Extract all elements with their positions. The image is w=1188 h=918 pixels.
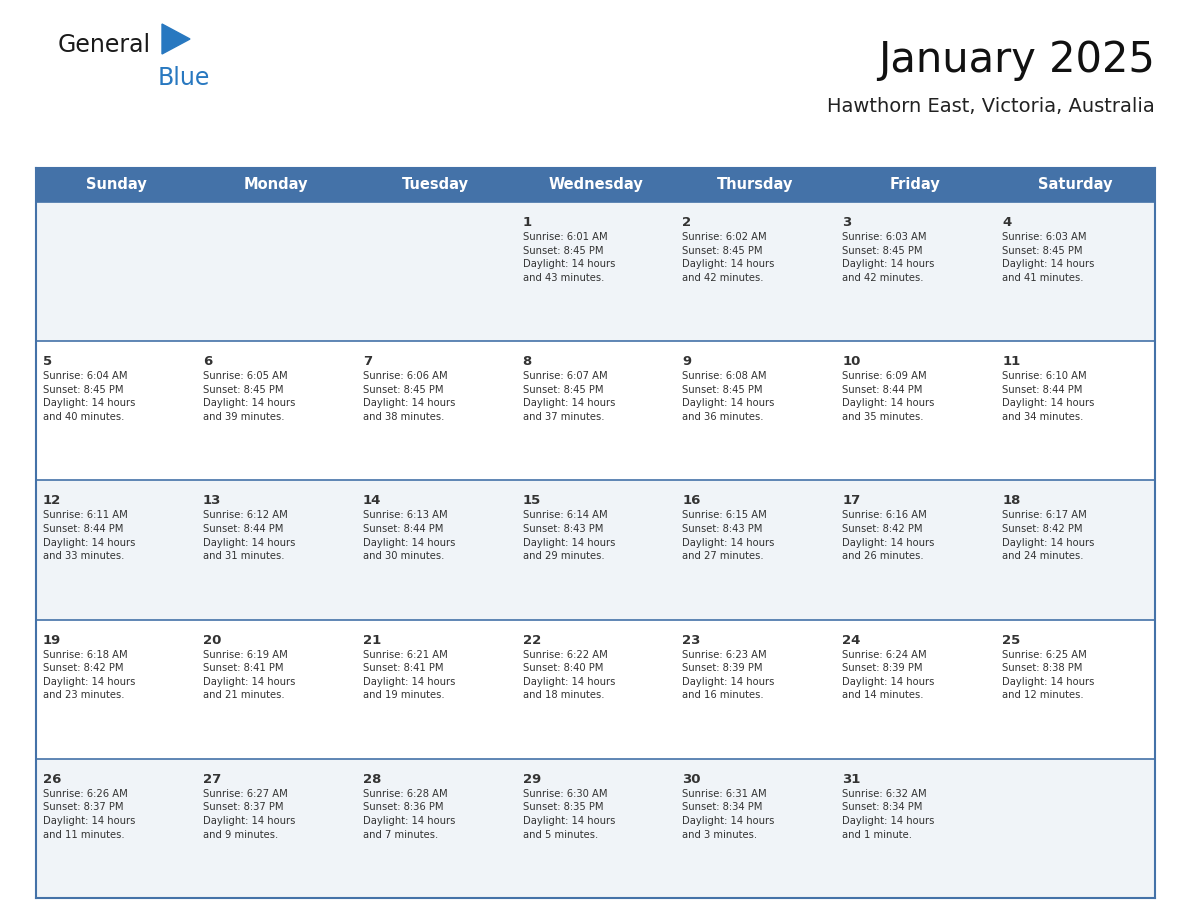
Text: Friday: Friday <box>890 177 941 193</box>
Bar <box>36 202 1155 341</box>
Text: Sunrise: 6:04 AM
Sunset: 8:45 PM
Daylight: 14 hours
and 40 minutes.: Sunrise: 6:04 AM Sunset: 8:45 PM Dayligh… <box>43 371 135 422</box>
Text: Sunrise: 6:19 AM
Sunset: 8:41 PM
Daylight: 14 hours
and 21 minutes.: Sunrise: 6:19 AM Sunset: 8:41 PM Dayligh… <box>203 650 296 700</box>
Bar <box>36 620 1155 759</box>
Text: Sunrise: 6:12 AM
Sunset: 8:44 PM
Daylight: 14 hours
and 31 minutes.: Sunrise: 6:12 AM Sunset: 8:44 PM Dayligh… <box>203 510 296 561</box>
Text: Sunrise: 6:28 AM
Sunset: 8:36 PM
Daylight: 14 hours
and 7 minutes.: Sunrise: 6:28 AM Sunset: 8:36 PM Dayligh… <box>362 789 455 840</box>
Text: 9: 9 <box>682 355 691 368</box>
Text: 8: 8 <box>523 355 532 368</box>
Text: 19: 19 <box>43 633 62 646</box>
Text: Sunrise: 6:02 AM
Sunset: 8:45 PM
Daylight: 14 hours
and 42 minutes.: Sunrise: 6:02 AM Sunset: 8:45 PM Dayligh… <box>682 232 775 283</box>
Text: 11: 11 <box>1003 355 1020 368</box>
Text: 12: 12 <box>43 495 62 508</box>
Text: 20: 20 <box>203 633 221 646</box>
Text: Sunrise: 6:23 AM
Sunset: 8:39 PM
Daylight: 14 hours
and 16 minutes.: Sunrise: 6:23 AM Sunset: 8:39 PM Dayligh… <box>682 650 775 700</box>
Text: Hawthorn East, Victoria, Australia: Hawthorn East, Victoria, Australia <box>827 97 1155 116</box>
Text: Sunrise: 6:06 AM
Sunset: 8:45 PM
Daylight: 14 hours
and 38 minutes.: Sunrise: 6:06 AM Sunset: 8:45 PM Dayligh… <box>362 371 455 422</box>
Text: 27: 27 <box>203 773 221 786</box>
Text: Thursday: Thursday <box>718 177 794 193</box>
Text: 5: 5 <box>43 355 52 368</box>
Text: 2: 2 <box>682 216 691 229</box>
Text: Sunrise: 6:08 AM
Sunset: 8:45 PM
Daylight: 14 hours
and 36 minutes.: Sunrise: 6:08 AM Sunset: 8:45 PM Dayligh… <box>682 371 775 422</box>
Text: Sunrise: 6:30 AM
Sunset: 8:35 PM
Daylight: 14 hours
and 5 minutes.: Sunrise: 6:30 AM Sunset: 8:35 PM Dayligh… <box>523 789 615 840</box>
Text: 28: 28 <box>362 773 381 786</box>
Text: 21: 21 <box>362 633 381 646</box>
Text: Sunrise: 6:31 AM
Sunset: 8:34 PM
Daylight: 14 hours
and 3 minutes.: Sunrise: 6:31 AM Sunset: 8:34 PM Dayligh… <box>682 789 775 840</box>
Text: Wednesday: Wednesday <box>548 177 643 193</box>
Text: 23: 23 <box>682 633 701 646</box>
Text: Sunrise: 6:03 AM
Sunset: 8:45 PM
Daylight: 14 hours
and 41 minutes.: Sunrise: 6:03 AM Sunset: 8:45 PM Dayligh… <box>1003 232 1094 283</box>
Text: 4: 4 <box>1003 216 1011 229</box>
Text: General: General <box>58 33 151 57</box>
Text: 14: 14 <box>362 495 381 508</box>
Text: 6: 6 <box>203 355 213 368</box>
Text: 3: 3 <box>842 216 852 229</box>
Text: Sunrise: 6:07 AM
Sunset: 8:45 PM
Daylight: 14 hours
and 37 minutes.: Sunrise: 6:07 AM Sunset: 8:45 PM Dayligh… <box>523 371 615 422</box>
Bar <box>36 168 1155 202</box>
Bar <box>36 759 1155 898</box>
Text: 10: 10 <box>842 355 860 368</box>
Text: 29: 29 <box>523 773 541 786</box>
Text: 7: 7 <box>362 355 372 368</box>
Text: Sunrise: 6:22 AM
Sunset: 8:40 PM
Daylight: 14 hours
and 18 minutes.: Sunrise: 6:22 AM Sunset: 8:40 PM Dayligh… <box>523 650 615 700</box>
Text: Sunrise: 6:10 AM
Sunset: 8:44 PM
Daylight: 14 hours
and 34 minutes.: Sunrise: 6:10 AM Sunset: 8:44 PM Dayligh… <box>1003 371 1094 422</box>
Text: Sunrise: 6:25 AM
Sunset: 8:38 PM
Daylight: 14 hours
and 12 minutes.: Sunrise: 6:25 AM Sunset: 8:38 PM Dayligh… <box>1003 650 1094 700</box>
Text: 16: 16 <box>682 495 701 508</box>
Text: Sunrise: 6:13 AM
Sunset: 8:44 PM
Daylight: 14 hours
and 30 minutes.: Sunrise: 6:13 AM Sunset: 8:44 PM Dayligh… <box>362 510 455 561</box>
Text: Sunrise: 6:18 AM
Sunset: 8:42 PM
Daylight: 14 hours
and 23 minutes.: Sunrise: 6:18 AM Sunset: 8:42 PM Dayligh… <box>43 650 135 700</box>
Text: Sunrise: 6:21 AM
Sunset: 8:41 PM
Daylight: 14 hours
and 19 minutes.: Sunrise: 6:21 AM Sunset: 8:41 PM Dayligh… <box>362 650 455 700</box>
Text: Tuesday: Tuesday <box>403 177 469 193</box>
Text: 17: 17 <box>842 495 860 508</box>
Text: 22: 22 <box>523 633 541 646</box>
Text: 15: 15 <box>523 495 541 508</box>
Text: Sunrise: 6:26 AM
Sunset: 8:37 PM
Daylight: 14 hours
and 11 minutes.: Sunrise: 6:26 AM Sunset: 8:37 PM Dayligh… <box>43 789 135 840</box>
Text: Sunrise: 6:16 AM
Sunset: 8:42 PM
Daylight: 14 hours
and 26 minutes.: Sunrise: 6:16 AM Sunset: 8:42 PM Dayligh… <box>842 510 935 561</box>
Text: 24: 24 <box>842 633 860 646</box>
Text: Monday: Monday <box>244 177 308 193</box>
Polygon shape <box>162 24 190 54</box>
Bar <box>36 480 1155 620</box>
Text: 18: 18 <box>1003 495 1020 508</box>
Bar <box>36 341 1155 480</box>
Text: 31: 31 <box>842 773 860 786</box>
Text: 30: 30 <box>682 773 701 786</box>
Text: Sunrise: 6:14 AM
Sunset: 8:43 PM
Daylight: 14 hours
and 29 minutes.: Sunrise: 6:14 AM Sunset: 8:43 PM Dayligh… <box>523 510 615 561</box>
Text: 25: 25 <box>1003 633 1020 646</box>
Text: Sunrise: 6:01 AM
Sunset: 8:45 PM
Daylight: 14 hours
and 43 minutes.: Sunrise: 6:01 AM Sunset: 8:45 PM Dayligh… <box>523 232 615 283</box>
Text: 1: 1 <box>523 216 532 229</box>
Text: Sunrise: 6:11 AM
Sunset: 8:44 PM
Daylight: 14 hours
and 33 minutes.: Sunrise: 6:11 AM Sunset: 8:44 PM Dayligh… <box>43 510 135 561</box>
Text: Sunrise: 6:17 AM
Sunset: 8:42 PM
Daylight: 14 hours
and 24 minutes.: Sunrise: 6:17 AM Sunset: 8:42 PM Dayligh… <box>1003 510 1094 561</box>
Text: Blue: Blue <box>158 66 210 90</box>
Text: Sunrise: 6:24 AM
Sunset: 8:39 PM
Daylight: 14 hours
and 14 minutes.: Sunrise: 6:24 AM Sunset: 8:39 PM Dayligh… <box>842 650 935 700</box>
Text: Sunrise: 6:32 AM
Sunset: 8:34 PM
Daylight: 14 hours
and 1 minute.: Sunrise: 6:32 AM Sunset: 8:34 PM Dayligh… <box>842 789 935 840</box>
Text: Sunday: Sunday <box>86 177 146 193</box>
Text: Sunrise: 6:15 AM
Sunset: 8:43 PM
Daylight: 14 hours
and 27 minutes.: Sunrise: 6:15 AM Sunset: 8:43 PM Dayligh… <box>682 510 775 561</box>
Text: 13: 13 <box>203 495 221 508</box>
Text: Sunrise: 6:03 AM
Sunset: 8:45 PM
Daylight: 14 hours
and 42 minutes.: Sunrise: 6:03 AM Sunset: 8:45 PM Dayligh… <box>842 232 935 283</box>
Text: January 2025: January 2025 <box>878 39 1155 81</box>
Text: Saturday: Saturday <box>1038 177 1112 193</box>
Text: Sunrise: 6:05 AM
Sunset: 8:45 PM
Daylight: 14 hours
and 39 minutes.: Sunrise: 6:05 AM Sunset: 8:45 PM Dayligh… <box>203 371 296 422</box>
Text: Sunrise: 6:09 AM
Sunset: 8:44 PM
Daylight: 14 hours
and 35 minutes.: Sunrise: 6:09 AM Sunset: 8:44 PM Dayligh… <box>842 371 935 422</box>
Text: 26: 26 <box>43 773 62 786</box>
Text: Sunrise: 6:27 AM
Sunset: 8:37 PM
Daylight: 14 hours
and 9 minutes.: Sunrise: 6:27 AM Sunset: 8:37 PM Dayligh… <box>203 789 296 840</box>
